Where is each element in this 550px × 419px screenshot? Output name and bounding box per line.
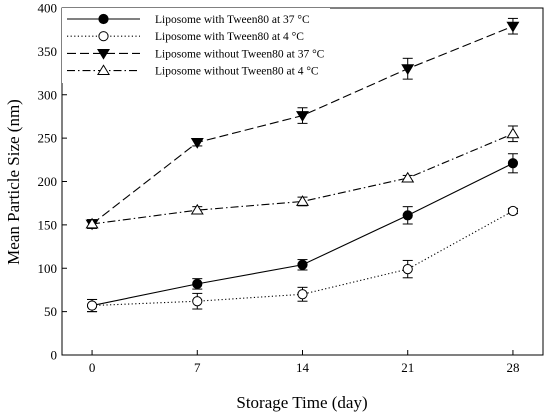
legend-marker xyxy=(97,48,110,60)
data-point xyxy=(402,210,413,221)
legend-label: Liposome without Tween80 at 4 °C xyxy=(155,66,319,78)
series-layer xyxy=(85,17,520,313)
legend-label: Liposome without Tween80 at 37 °C xyxy=(155,48,325,60)
data-point xyxy=(507,158,519,169)
y-tick-label: 250 xyxy=(38,131,58,146)
series-2 xyxy=(86,205,519,313)
data-point xyxy=(401,171,415,183)
y-tick-label: 50 xyxy=(44,304,57,319)
data-point xyxy=(296,111,309,122)
x-tick-label: 14 xyxy=(296,360,310,375)
x-axis-label: Storage Time (day) xyxy=(236,393,367,412)
x-tick-label: 28 xyxy=(506,360,519,375)
series-line xyxy=(91,162,514,307)
y-tick-label: 100 xyxy=(38,261,58,276)
data-point xyxy=(401,64,415,76)
data-point xyxy=(190,203,204,215)
legend: Liposome with Tween80 at 37 °C Liposome w… xyxy=(62,8,330,83)
legend-label: Liposome with Tween80 at 4 °C xyxy=(155,31,304,43)
y-tick-label: 200 xyxy=(38,174,58,189)
x-tick-label: 21 xyxy=(401,360,414,375)
y-tick-label: 300 xyxy=(38,87,58,102)
data-point xyxy=(296,195,309,206)
y-tick-label: 150 xyxy=(38,217,58,232)
data-point xyxy=(86,300,98,311)
y-axis-label: Mean Particle Size (nm) xyxy=(4,99,23,265)
data-point xyxy=(506,21,520,33)
data-point xyxy=(85,217,99,229)
y-tick-label: 0 xyxy=(51,348,58,363)
x-tick-label: 7 xyxy=(194,360,201,375)
y-tick-label: 400 xyxy=(38,1,58,16)
data-point xyxy=(192,278,203,289)
series-4 xyxy=(85,125,520,229)
data-point xyxy=(402,264,413,275)
series-line xyxy=(91,133,514,225)
data-point xyxy=(297,289,308,300)
legend-marker xyxy=(98,31,109,42)
legend-items: Liposome with Tween80 at 37 °C Liposome w… xyxy=(67,13,325,78)
data-point xyxy=(507,205,519,217)
data-point xyxy=(297,259,308,270)
legend-label: Liposome with Tween80 at 37 °C xyxy=(155,14,310,26)
data-point xyxy=(506,127,520,139)
legend-item-3: Liposome without Tween80 at 37 °C xyxy=(67,48,325,60)
legend-item-1: Liposome with Tween80 at 37 °C xyxy=(67,13,310,26)
legend-item-2: Liposome with Tween80 at 4 °C xyxy=(67,31,304,43)
y-tick-label: 350 xyxy=(38,44,58,59)
axis-ticks: 0 7 14 21 28 0 50 100 150 200 250 300 350 400 xyxy=(38,1,520,376)
data-point xyxy=(190,138,204,149)
legend-item-4: Liposome without Tween80 at 4 °C xyxy=(67,64,319,78)
legend-marker xyxy=(98,13,109,25)
data-point xyxy=(192,296,203,307)
legend-marker xyxy=(97,64,110,76)
x-tick-label: 0 xyxy=(89,360,96,375)
